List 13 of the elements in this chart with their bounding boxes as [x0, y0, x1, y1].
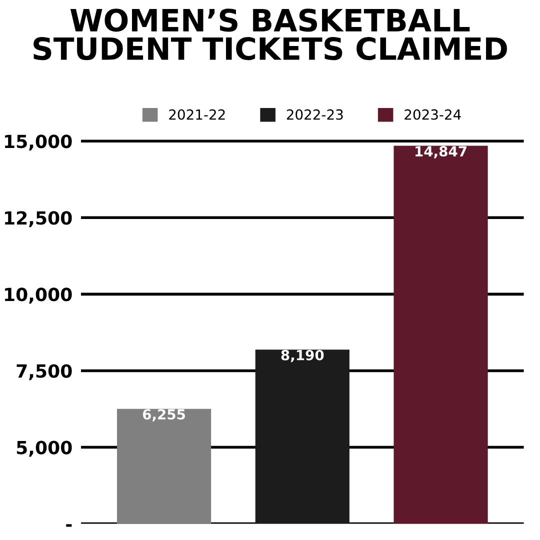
data-label: 8,190	[281, 350, 324, 362]
legend-label: 2021-22	[169, 109, 225, 120]
data-label: 14,847	[416, 146, 466, 158]
legend-label: 2023-24	[404, 109, 461, 120]
data-label: 6,255	[142, 409, 186, 422]
y-tick-label: 5,000	[16, 440, 72, 457]
chart-title: WOMEN’S BASKETBALL STUDENT TICKETS CLAIMED	[34, 8, 507, 60]
y-tick-label: -	[66, 524, 72, 527]
y-tick-label: 15,000	[5, 134, 72, 151]
y-tick-label: 12,500	[5, 211, 72, 228]
y-tick-label: 7,500	[16, 364, 72, 380]
legend-label: 2022-23	[286, 109, 343, 120]
y-tick-label: 10,000	[5, 288, 72, 304]
